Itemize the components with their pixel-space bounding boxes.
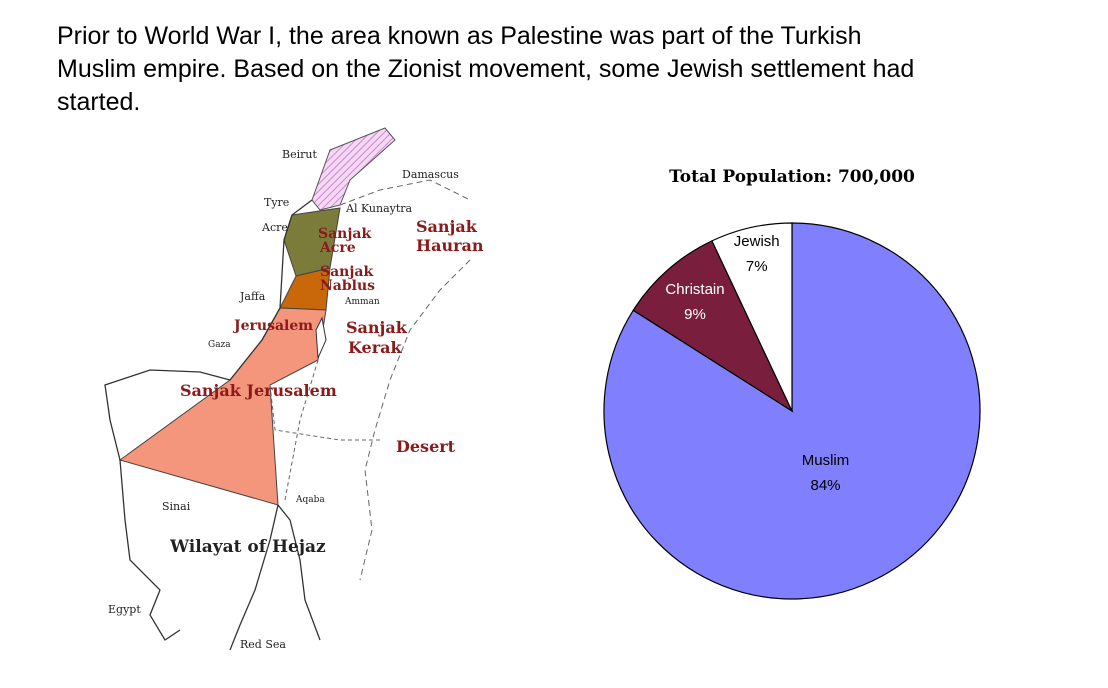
intro-line: started. xyxy=(57,88,141,116)
dead-sea xyxy=(315,316,327,359)
map-label: Sanjak xyxy=(320,264,373,280)
map-label: Sinai xyxy=(162,500,191,513)
slice-label: Muslim xyxy=(802,452,850,469)
map-label: Sanjak xyxy=(318,226,371,242)
pie-slice xyxy=(711,222,793,412)
slice-label: Jewish xyxy=(734,233,780,250)
slice-value-label: 7% xyxy=(746,258,768,275)
map-label: Jaffa xyxy=(239,290,266,303)
map-label: Egypt xyxy=(108,603,141,616)
map-label: Sanjak xyxy=(416,217,478,236)
map-label: Gaza xyxy=(208,340,231,350)
map-label: Sanjak Jerusalem xyxy=(180,381,337,400)
chart-title: Total Population: 700,000 xyxy=(669,167,915,187)
map-label: Aqaba xyxy=(295,495,325,505)
map-label: Damascus xyxy=(402,168,459,181)
map-label: Desert xyxy=(396,437,456,456)
slice-label: Christain xyxy=(665,281,724,298)
map-label: Red Sea xyxy=(240,638,286,651)
slice-value-label: 84% xyxy=(810,477,840,494)
intro-text: Prior to World War I, the area known as … xyxy=(57,20,914,119)
map-label: Acre xyxy=(319,240,356,256)
border xyxy=(339,179,471,581)
map-label: Nablus xyxy=(320,278,375,294)
pie-slice xyxy=(632,240,794,413)
slice-value-label: 9% xyxy=(684,306,706,323)
jerusalem-region xyxy=(118,307,327,506)
map-label: Amman xyxy=(344,297,380,307)
intro-line: Muslim empire. Based on the Zionist move… xyxy=(57,55,915,83)
map-label: Tyre xyxy=(264,196,289,209)
map-label: Beirut xyxy=(282,148,317,161)
map-label: Jerusalem xyxy=(232,318,313,334)
border xyxy=(269,359,380,501)
map-label: Hauran xyxy=(416,236,484,255)
map-label: Sanjak xyxy=(346,318,408,337)
sinai-coast xyxy=(229,504,321,651)
map-label: Acre xyxy=(261,221,288,234)
coastline xyxy=(104,199,313,641)
map-label: Wilayat of Hejaz xyxy=(169,537,326,557)
map-label: Al Kunaytra xyxy=(345,202,413,215)
lebanon-region xyxy=(311,127,396,211)
map-label: Kerak xyxy=(348,338,403,357)
intro-line: Prior to World War I, the area known as … xyxy=(57,22,862,50)
